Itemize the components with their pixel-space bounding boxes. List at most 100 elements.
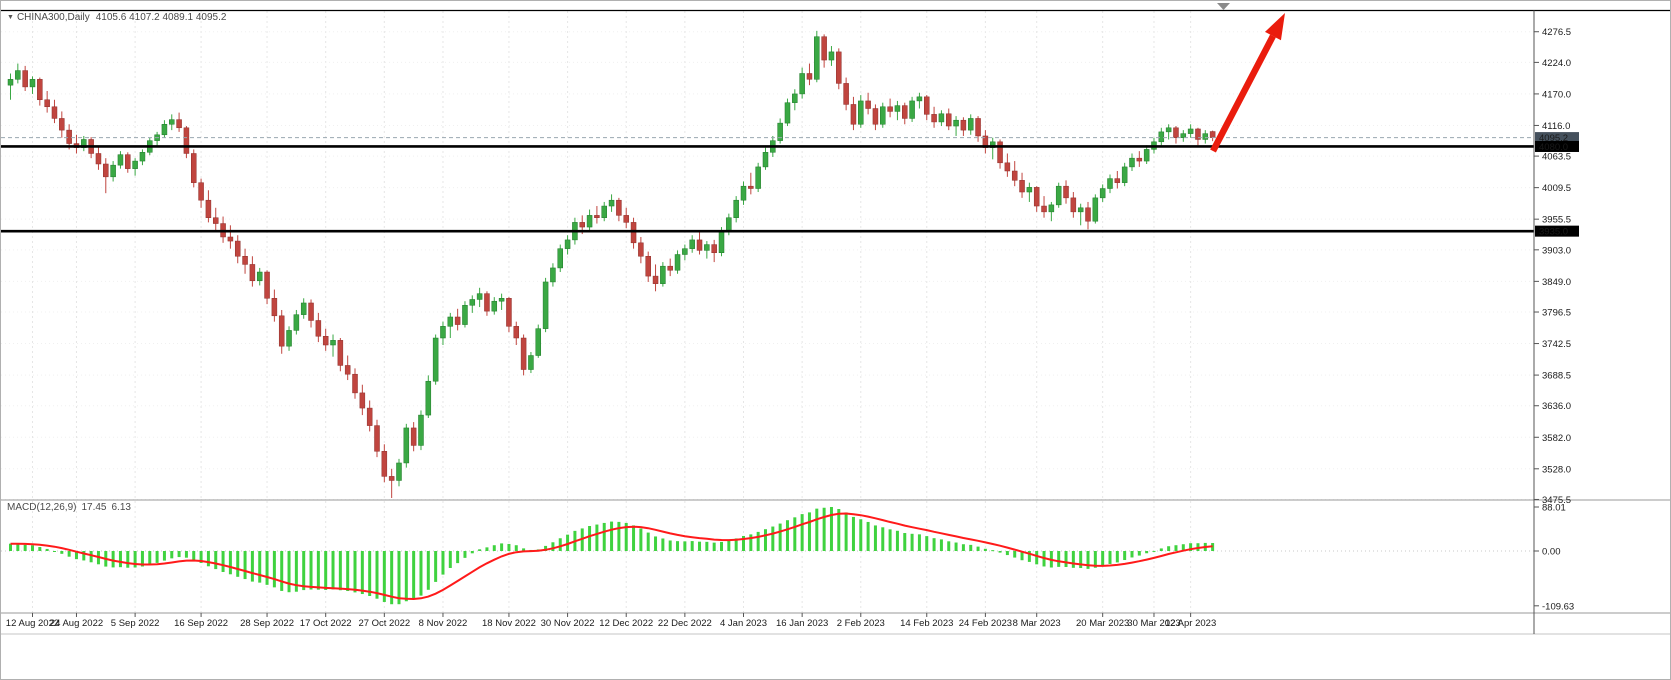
- price-tick-label: 4009.5: [1542, 183, 1571, 194]
- macd-histogram-bar: [280, 551, 284, 591]
- candle-body: [256, 271, 263, 282]
- candle-body: [623, 215, 629, 223]
- candle-body: [843, 83, 849, 105]
- macd-histogram-bar: [221, 551, 225, 572]
- macd-histogram-bar: [485, 547, 489, 551]
- price-tick-label: 4063.5: [1542, 152, 1571, 163]
- macd-histogram-bar: [316, 551, 320, 590]
- candle-body: [293, 314, 300, 331]
- candle-body: [418, 414, 424, 446]
- macd-histogram-bar: [954, 542, 958, 551]
- macd-histogram-bar: [807, 512, 811, 551]
- macd-histogram-bar: [1079, 551, 1083, 569]
- candle-body: [462, 305, 468, 325]
- macd-histogram-bar: [412, 551, 416, 600]
- candle-body: [37, 79, 43, 101]
- date-tick-label: 4 Jan 2023: [720, 618, 767, 629]
- macd-histogram-bar: [492, 545, 496, 551]
- candle-body: [836, 51, 842, 84]
- macd-histogram-bar: [140, 551, 144, 567]
- macd-histogram-bar: [228, 551, 232, 575]
- date-tick-label: 12 Aug 2022: [6, 618, 59, 629]
- macd-histogram-bar: [1101, 551, 1105, 567]
- price-scale-axis[interactable]: [1534, 11, 1671, 631]
- time-scale-axis[interactable]: [1, 613, 1534, 634]
- macd-histogram-bar: [324, 551, 328, 590]
- macd-histogram-bar: [1013, 551, 1017, 558]
- candle-body: [1026, 187, 1033, 193]
- macd-histogram-bar: [1130, 551, 1134, 558]
- candle-body: [322, 336, 329, 346]
- price-chart-area[interactable]: [1, 11, 1534, 498]
- price-tick-label: 3742.5: [1542, 339, 1571, 350]
- macd-histogram-bar: [1174, 545, 1178, 551]
- macd-histogram-bar: [302, 551, 306, 591]
- macd-histogram-bar: [698, 541, 702, 551]
- candle-body: [902, 105, 908, 119]
- candle-body: [799, 73, 805, 95]
- macd-histogram-bar: [1123, 551, 1127, 561]
- data-end-marker-icon: [1217, 3, 1230, 10]
- candle-body: [205, 199, 212, 218]
- candle-body: [374, 425, 380, 452]
- candle-body: [15, 70, 21, 80]
- macd-histogram-bar: [118, 551, 122, 568]
- macd-histogram-bar: [353, 551, 357, 593]
- macd-histogram-bar: [155, 551, 159, 563]
- macd-histogram-bar: [837, 509, 841, 551]
- candle-body: [945, 113, 952, 127]
- level-price-label-box: [1535, 225, 1579, 237]
- candle-body: [528, 355, 534, 370]
- macd-histogram-bar: [236, 551, 240, 577]
- candle-body: [234, 240, 241, 257]
- date-tick-label: 24 Aug 2022: [50, 618, 103, 629]
- candle-body: [792, 93, 798, 103]
- candle-body: [139, 152, 146, 162]
- candle-body: [491, 300, 498, 312]
- candle-body: [1209, 131, 1216, 138]
- candle-body: [887, 106, 893, 112]
- macd-histogram-bar: [785, 520, 789, 551]
- candle-body: [520, 337, 527, 370]
- macd-histogram-bar: [243, 551, 247, 580]
- date-tick-label: 12 Dec 2022: [599, 618, 653, 629]
- macd-histogram-bar: [595, 524, 599, 551]
- macd-histogram-bar: [1115, 551, 1119, 563]
- macd-histogram-bar: [1027, 551, 1031, 562]
- macd-histogram-bar: [1189, 543, 1193, 551]
- candle-body: [176, 119, 182, 129]
- candle-body: [748, 185, 754, 189]
- macd-histogram-bar: [873, 525, 877, 551]
- macd-histogram-bar: [1064, 551, 1068, 567]
- macd-histogram-bar: [309, 551, 313, 590]
- macd-histogram-bar: [749, 534, 753, 551]
- candle-body: [1011, 170, 1018, 181]
- candle-body: [381, 451, 388, 477]
- price-tick-label: 3903.0: [1542, 245, 1571, 256]
- date-tick-label: 24 Feb 2023: [959, 618, 1012, 629]
- trend-arrow-shaft[interactable]: [1210, 34, 1276, 153]
- macd-histogram-bar: [558, 538, 562, 551]
- candle-body: [103, 163, 109, 178]
- macd-histogram-bar: [89, 551, 93, 563]
- macd-histogram-bar: [1181, 544, 1185, 551]
- macd-histogram-bar: [1093, 551, 1097, 568]
- candle-body: [476, 293, 483, 300]
- macd-histogram-bar: [214, 551, 218, 570]
- candle-body: [616, 199, 622, 216]
- candle-body: [1063, 185, 1069, 199]
- candle-body: [410, 427, 417, 446]
- macd-histogram-bar: [206, 551, 210, 567]
- date-tick-label: 16 Sep 2022: [174, 618, 228, 629]
- candle-body: [682, 248, 688, 255]
- trend-arrow-head[interactable]: [1264, 13, 1285, 41]
- macd-histogram-bar: [331, 551, 335, 590]
- macd-histogram-bar: [829, 506, 833, 551]
- macd-axis-label: 88.01: [1542, 502, 1566, 513]
- candle-body: [132, 160, 138, 169]
- candle-body: [22, 70, 28, 88]
- candle-body: [909, 100, 915, 119]
- candle-body: [608, 199, 615, 207]
- macd-histogram-bar: [983, 548, 987, 551]
